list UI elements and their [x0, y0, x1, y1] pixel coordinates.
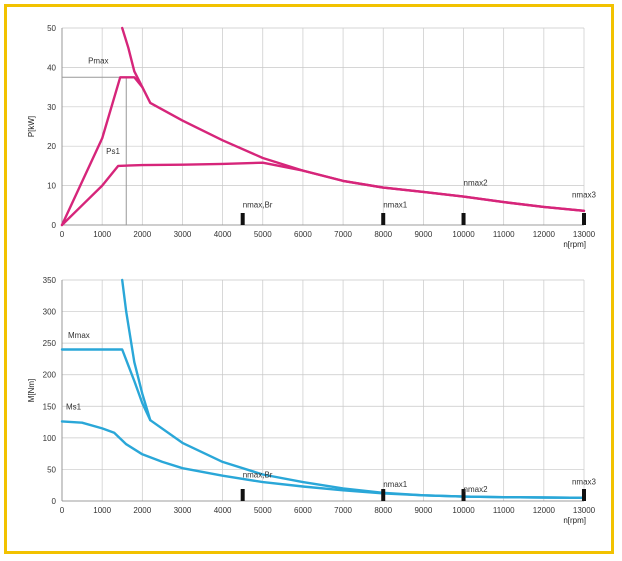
x-tick-label: 2000: [133, 506, 151, 515]
y-tick-label: 0: [52, 497, 57, 506]
speed-marker: [240, 489, 245, 501]
x-tick-label: 7000: [334, 230, 352, 239]
x-tick-label: 5000: [254, 230, 272, 239]
annotation-label: nmax3: [572, 478, 597, 487]
y-tick-label: 250: [43, 339, 57, 348]
x-tick-label: 10000: [452, 230, 475, 239]
series-line-ms1: [60, 420, 586, 499]
y-tick-label: 50: [47, 465, 56, 474]
y-tick-label: 50: [47, 24, 56, 33]
x-tick-label: 6000: [294, 230, 312, 239]
series-line-steep: [121, 26, 144, 89]
annotation-label: nmax3: [572, 190, 597, 199]
speed-marker: [461, 213, 466, 225]
x-tick-label: 12000: [533, 230, 556, 239]
x-tick-label: 9000: [414, 506, 432, 515]
y-tick-label: 20: [47, 142, 56, 151]
chart-frame: [4, 4, 614, 554]
y-tick-label: 0: [52, 221, 57, 230]
y-tick-label: 300: [43, 308, 57, 317]
x-tick-label: 8000: [374, 230, 392, 239]
annotation-label: nmax2: [464, 179, 489, 188]
x-tick-label: 5000: [254, 506, 272, 515]
annotation-label: nmax1: [383, 200, 408, 209]
annotation-label: nmax,Br: [243, 200, 273, 209]
x-tick-label: 13000: [573, 230, 596, 239]
x-tick-label: 3000: [174, 506, 192, 515]
speed-marker: [381, 213, 386, 225]
annotation-label: Ms1: [66, 402, 82, 411]
annotation-label: Pmax: [88, 56, 108, 65]
x-tick-label: 4000: [214, 230, 232, 239]
plot-1: 0 1000 2000 3000 4000 5000 6000 7000 8000 9000 100…: [27, 24, 597, 249]
x-tick-label: 12000: [533, 506, 556, 515]
speed-marker: [582, 213, 586, 225]
annotation-label: Mmax: [68, 331, 90, 340]
x-tick-label: 6000: [294, 506, 312, 515]
y-tick-label: 40: [47, 63, 56, 72]
y-axis-label: M[Nm]: [27, 379, 36, 403]
x-tick-label: 7000: [334, 506, 352, 515]
series-line-mmax: [60, 348, 586, 499]
x-tick-label: 1000: [93, 506, 111, 515]
x-tick-label: 0: [60, 230, 65, 239]
annotation-label: nmax2: [464, 485, 489, 494]
y-axis-label: P[kW]: [27, 116, 36, 137]
speed-marker: [582, 489, 586, 501]
x-tick-label: 10000: [452, 506, 475, 515]
x-tick-label: 4000: [214, 506, 232, 515]
x-tick-label: 11000: [493, 230, 515, 239]
speed-marker: [381, 489, 386, 501]
x-tick-label: 8000: [374, 506, 392, 515]
x-tick-label: 9000: [414, 230, 432, 239]
x-tick-label: 13000: [573, 506, 596, 515]
x-axis-label: n[rpm]: [563, 516, 586, 525]
speed-marker: [240, 213, 245, 225]
x-tick-label: 3000: [174, 230, 192, 239]
speed-marker: [461, 489, 466, 501]
x-axis-label: n[rpm]: [563, 240, 586, 249]
annotation-label: nmax,Br: [243, 471, 273, 480]
plot-2: 0 1000 2000 3000 4000 5000 6000 7000 8000 9000 100…: [27, 276, 597, 525]
y-tick-label: 30: [47, 103, 56, 112]
y-tick-label: 100: [43, 434, 57, 443]
x-tick-label: 11000: [493, 506, 515, 515]
y-tick-label: 150: [43, 402, 57, 411]
x-tick-label: 0: [60, 506, 65, 515]
x-tick-label: 2000: [133, 230, 151, 239]
y-tick-label: 200: [43, 371, 57, 380]
series-line-ps1: [60, 161, 586, 227]
annotation-label: nmax1: [383, 480, 408, 489]
series-line-steep: [121, 278, 152, 422]
annotation-label: Ps1: [106, 147, 120, 156]
y-tick-label: 10: [47, 182, 56, 191]
operating-range-box: [61, 76, 127, 226]
y-tick-label: 350: [43, 276, 57, 285]
x-tick-label: 1000: [93, 230, 111, 239]
